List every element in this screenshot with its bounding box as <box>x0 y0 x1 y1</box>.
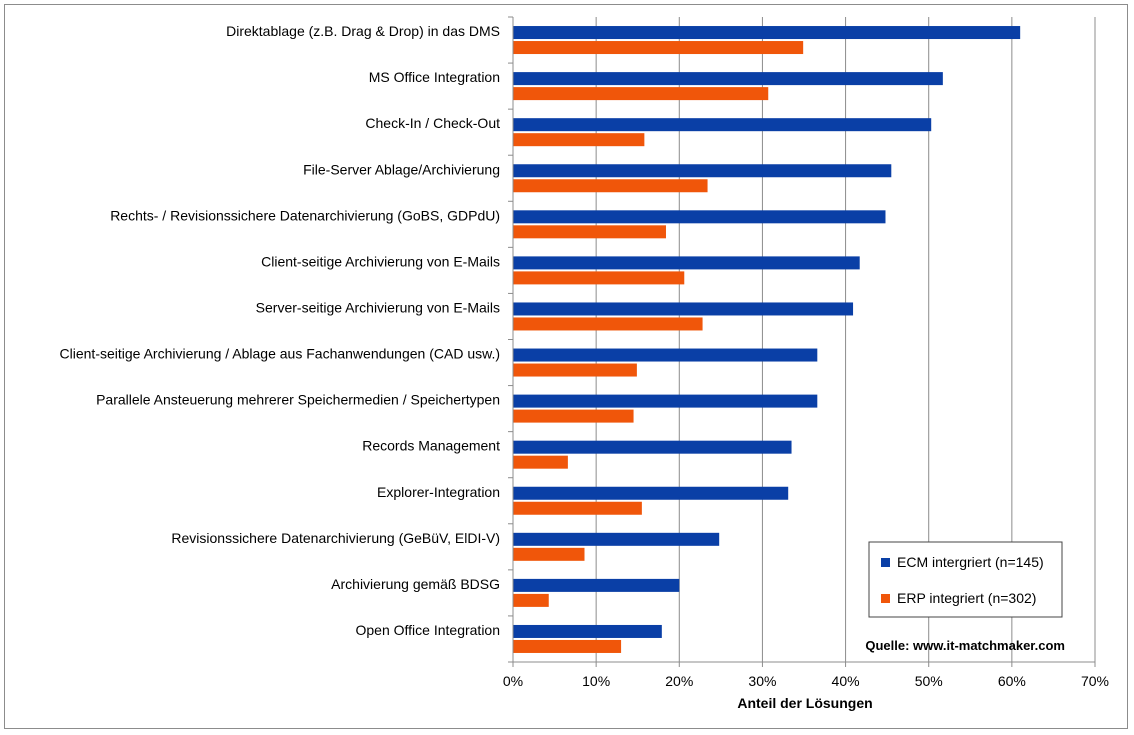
category-label: Server-seitige Archivierung von E-Mails <box>256 299 500 315</box>
x-axis-title: Anteil der Lösungen <box>737 695 872 711</box>
legend-label-ecm: ECM intergriert (n=145) <box>897 554 1044 570</box>
bar-erp: ERP integriert (n=302): 14.5% <box>513 409 634 423</box>
chart-frame: ECM intergriert (n=145): 61%ERP integrie… <box>4 4 1128 729</box>
x-tick-label: 70% <box>1081 673 1109 689</box>
x-tick-label: 40% <box>832 673 860 689</box>
category-label: Check-In / Check-Out <box>365 115 500 131</box>
bar-erp: ERP integriert (n=302): 34.9% <box>513 41 804 55</box>
bar-ecm: ECM intergriert (n=145): 41.7% <box>513 256 860 270</box>
legend-swatch-ecm <box>881 558 890 567</box>
axes <box>508 16 1096 667</box>
bar-erp: ERP integriert (n=302): 30.7% <box>513 87 769 101</box>
bar-erp: ERP integriert (n=302): 13% <box>513 639 622 653</box>
bar-erp: ERP integriert (n=302): 4.3% <box>513 593 549 607</box>
bar-ecm: ECM intergriert (n=145): 36.6% <box>513 394 818 408</box>
bar-ecm: ECM intergriert (n=145): 45.5% <box>513 164 892 178</box>
bar-ecm: ECM intergriert (n=145): 61% <box>513 26 1021 40</box>
bar-ecm: ECM intergriert (n=145): 51.7% <box>513 72 943 86</box>
category-label: Explorer-Integration <box>377 484 500 500</box>
legend-box <box>868 541 1063 618</box>
category-label: Records Management <box>362 438 500 454</box>
category-label: Client-seitige Archivierung / Ablage aus… <box>60 346 500 362</box>
category-label: Parallele Ansteuerung mehrerer Speicherm… <box>96 392 500 408</box>
bar-ecm: ECM intergriert (n=145): 17.9% <box>513 624 662 638</box>
category-label: Direktablage (z.B. Drag & Drop) in das D… <box>226 23 500 39</box>
bar-erp: ERP integriert (n=302): 6.6% <box>513 455 568 469</box>
category-label: Revisionssichere Datenarchivierung (GeBü… <box>171 530 500 546</box>
bar-ecm: ECM intergriert (n=145): 20% <box>513 578 680 592</box>
category-label: Client-seitige Archivierung von E-Mails <box>261 253 500 269</box>
category-labels: Direktablage (z.B. Drag & Drop) in das D… <box>60 23 501 638</box>
bar-ecm: ECM intergriert (n=145): 36.6% <box>513 348 818 362</box>
x-tick-label: 20% <box>665 673 693 689</box>
x-tick-labels: 0% 10% 20% 30% 40% 50% 60% 70% <box>503 673 1109 689</box>
category-label: MS Office Integration <box>369 69 500 85</box>
category-label: Archivierung gemäß BDSG <box>331 576 500 592</box>
bar-erp: ERP integriert (n=302): 15.8% <box>513 133 645 147</box>
bar-erp: ERP integriert (n=302): 22.8% <box>513 317 703 331</box>
category-label: Rechts- / Revisionssichere Datenarchivie… <box>110 207 500 223</box>
bar-erp: ERP integriert (n=302): 15.5% <box>513 501 642 515</box>
x-tick-label: 30% <box>748 673 776 689</box>
bar-erp: ERP integriert (n=302): 14.9% <box>513 363 637 377</box>
bar-ecm: ECM intergriert (n=145): 33.1% <box>513 486 789 500</box>
bar-ecm: ECM intergriert (n=145): 40.9% <box>513 302 854 316</box>
bar-erp: ERP integriert (n=302): 23.4% <box>513 179 708 193</box>
bars: ECM intergriert (n=145): 61%ERP integrie… <box>513 26 1021 653</box>
x-tick-label: 50% <box>915 673 943 689</box>
bar-ecm: ECM intergriert (n=145): 24.8% <box>513 532 720 546</box>
source-annotation: Quelle: www.it-matchmaker.com <box>865 638 1065 653</box>
x-tick-label: 0% <box>503 673 523 689</box>
bar-erp: ERP integriert (n=302): 18.4% <box>513 225 666 239</box>
bar-erp: ERP integriert (n=302): 20.6% <box>513 271 685 285</box>
legend: ECM intergriert (n=145) ERP integriert (… <box>868 541 1063 618</box>
category-label: File-Server Ablage/Archivierung <box>303 161 500 177</box>
bar-erp: ERP integriert (n=302): 8.6% <box>513 547 585 561</box>
bar-chart: ECM intergriert (n=145): 61%ERP integrie… <box>60 16 1109 711</box>
bar-ecm: ECM intergriert (n=145): 33.5% <box>513 440 792 454</box>
legend-swatch-erp <box>881 594 890 603</box>
x-tick-label: 10% <box>582 673 610 689</box>
legend-label-erp: ERP integriert (n=302) <box>897 590 1036 606</box>
x-tick-label: 60% <box>998 673 1026 689</box>
bar-ecm: ECM intergriert (n=145): 44.8% <box>513 210 886 224</box>
category-label: Open Office Integration <box>356 622 501 638</box>
bar-ecm: ECM intergriert (n=145): 50.3% <box>513 118 932 132</box>
